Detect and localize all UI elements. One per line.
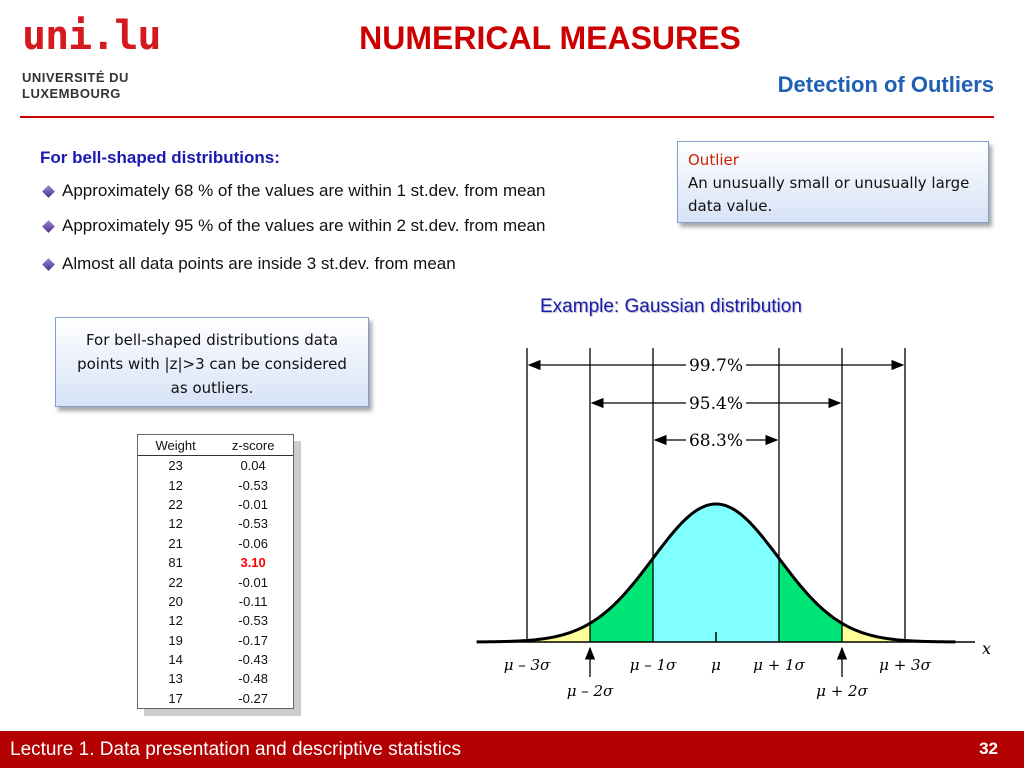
weight-cell: 14	[168, 652, 183, 668]
table-body: 23 0.04 12 -0.53 22 -0.01 12 -0.53 21 -0.06 81 3.10…	[138, 456, 293, 709]
x-axis-label: x	[982, 639, 991, 658]
zscore-cell: -0.53	[238, 516, 268, 532]
outlier-box-text: An unusually small or unusually large da…	[688, 174, 970, 215]
table-row: 22 -0.01	[138, 572, 293, 591]
zscore-cell: -0.43	[238, 652, 268, 668]
table-row: 12 -0.53	[138, 514, 293, 533]
bullet-text: Approximately 68 % of the values are wit…	[62, 181, 546, 200]
x-tick-label: μ – 1σ	[630, 656, 677, 674]
weight-cell: 19	[168, 632, 183, 648]
logo-line-1: UNIVERSITÉ DU	[22, 70, 129, 85]
zscore-cell: -0.27	[238, 690, 268, 706]
weight-cell: 20	[168, 593, 183, 609]
logo-line-2: LUXEMBOURG	[22, 86, 121, 101]
x-tick-label: μ + 1σ	[753, 656, 805, 674]
x-tick-label: μ – 3σ	[504, 656, 551, 674]
z-score-note-box: For bell-shaped distributions data point…	[55, 317, 369, 407]
bullet-item: Approximately 68 % of the values are wit…	[40, 181, 545, 201]
x-tick-label: μ + 2σ	[816, 682, 868, 700]
interval-label: 95.4%	[689, 394, 743, 414]
zscore-table: Weight z-score 23 0.04 12 -0.53 22 -0.01 12 -0.…	[138, 435, 293, 708]
x-tick-label: μ	[711, 656, 721, 674]
table-row: 21 -0.06	[138, 534, 293, 553]
interval-label: 99.7%	[689, 356, 743, 376]
zscore-cell: -0.53	[238, 477, 268, 493]
weight-cell: 22	[168, 496, 183, 512]
slide-title: NUMERICAL MEASURES	[359, 20, 741, 56]
column-header-weight: Weight	[138, 435, 214, 456]
section-heading: For bell-shaped distributions:	[40, 148, 280, 167]
table-row: 81 3.10	[138, 553, 293, 572]
table-row: 20 -0.11	[138, 592, 293, 611]
zscore-cell: -0.48	[238, 671, 268, 687]
weight-cell: 23	[168, 458, 183, 474]
diamond-bullet-icon	[42, 257, 55, 271]
zscore-cell: 0.04	[240, 458, 266, 474]
table-row: 13 -0.48	[138, 669, 293, 688]
weight-cell: 22	[168, 574, 183, 590]
table-row: 17 -0.27	[138, 689, 293, 708]
zscore-cell: -0.01	[238, 574, 268, 590]
weight-cell: 17	[168, 690, 183, 706]
weight-cell: 81	[168, 555, 183, 571]
table-header-row: Weight z-score	[138, 435, 293, 456]
zscore-cell: -0.17	[238, 632, 268, 648]
diamond-bullet-icon	[42, 219, 55, 233]
header-divider	[20, 116, 994, 118]
bullet-text: Almost all data points are inside 3 st.d…	[62, 254, 456, 273]
page-number: 32	[979, 739, 998, 758]
weight-cell: 12	[168, 477, 183, 493]
table-row: 23 0.04	[138, 456, 293, 476]
bullet-item: Approximately 95 % of the values are wit…	[40, 216, 545, 236]
shaded-region-4	[842, 623, 905, 642]
interval-label: 68.3%	[689, 431, 743, 451]
x-tick-label: μ + 3σ	[879, 656, 931, 674]
weight-cell: 21	[168, 535, 183, 551]
zscore-table-container: Weight z-score 23 0.04 12 -0.53 22 -0.01 12 -0.…	[137, 434, 294, 710]
outlier-box-title: Outlier	[688, 151, 739, 169]
footer-text: Lecture 1. Data presentation and descrip…	[10, 739, 461, 760]
zscore-cell: -0.53	[238, 613, 268, 629]
zscore-cell: -0.01	[238, 496, 268, 512]
diamond-bullet-icon	[42, 184, 55, 198]
table-row: 22 -0.01	[138, 495, 293, 514]
shaded-region-0	[653, 504, 779, 642]
outlier-definition-box: Outlier An unusually small or unusually …	[677, 141, 989, 223]
example-label: Example: Gaussian distribution	[540, 296, 802, 317]
table-row: 12 -0.53	[138, 475, 293, 494]
table-row: 19 -0.17	[138, 631, 293, 650]
weight-cell: 12	[168, 613, 183, 629]
slide-subtitle: Detection of Outliers	[777, 72, 994, 97]
z-score-note-text: For bell-shaped distributions data point…	[77, 331, 347, 397]
column-header-zscore: z-score	[213, 435, 293, 456]
shaded-region-3	[527, 623, 590, 642]
bell-curve	[476, 502, 956, 644]
zscore-cell: -0.06	[238, 535, 268, 551]
table-row: 12 -0.53	[138, 611, 293, 630]
zscore-cell: 3.10	[240, 555, 266, 571]
footer-bar: Lecture 1. Data presentation and descrip…	[0, 731, 1024, 768]
weight-cell: 12	[168, 516, 183, 532]
x-tick-label: μ – 2σ	[567, 682, 614, 700]
table-row: 14 -0.43	[138, 650, 293, 669]
gaussian-distribution-chart: x 99.7% 95.4% 68.3% μ – 3σ μ – 2σ μ – 1σ μ μ + 1…	[476, 348, 991, 700]
weight-cell: 13	[168, 671, 183, 687]
bullet-item: Almost all data points are inside 3 st.d…	[40, 254, 456, 274]
university-logo: uni.lu UNIVERSITÉ DU LUXEMBOURG	[22, 13, 162, 106]
logo-mark: uni.lu	[22, 13, 162, 59]
zscore-cell: -0.11	[238, 593, 268, 609]
bullet-text: Approximately 95 % of the values are wit…	[62, 216, 546, 235]
